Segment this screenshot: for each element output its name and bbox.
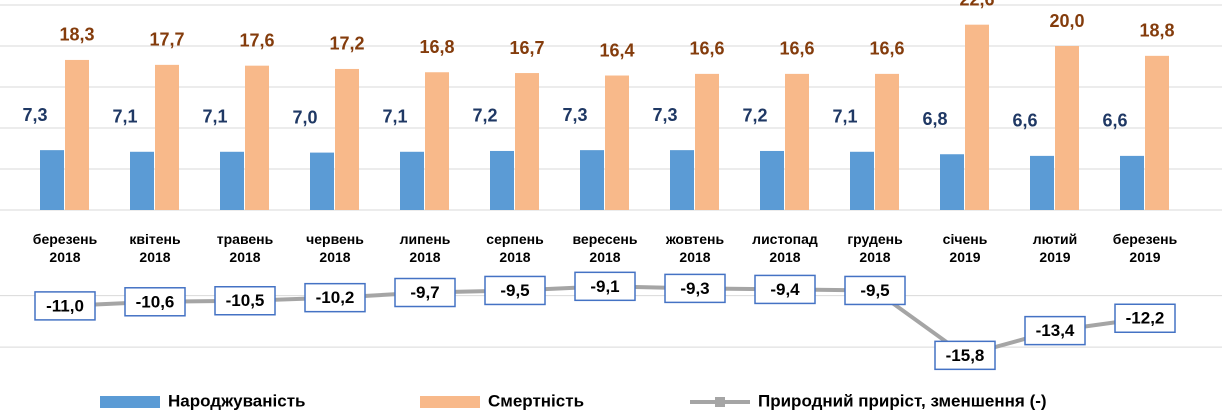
bar <box>605 75 629 211</box>
data-label: 7,1 <box>832 107 857 127</box>
data-label: 18,3 <box>59 25 94 45</box>
x-tick-label: жовтень 2018 <box>665 231 725 265</box>
legend-swatch <box>100 396 160 408</box>
data-label: 16,7 <box>509 38 544 58</box>
data-label: 16,4 <box>599 40 634 60</box>
bar <box>670 150 694 210</box>
bar <box>310 152 334 210</box>
data-label-box <box>1024 315 1086 346</box>
bar <box>785 73 809 210</box>
data-label-box <box>1114 303 1176 334</box>
data-label: 16,6 <box>779 39 814 59</box>
data-label: 7,1 <box>382 107 407 127</box>
data-label: 16,8 <box>419 37 454 57</box>
bar <box>1030 155 1054 210</box>
data-label: 7,2 <box>472 106 497 126</box>
bar <box>155 64 179 210</box>
bar <box>335 68 359 211</box>
data-label: -9,5 <box>860 281 889 300</box>
x-tick-label: червень 2018 <box>306 231 364 265</box>
bar <box>695 73 719 210</box>
x-tick-label: листопад 2018 <box>752 231 818 265</box>
data-label: 7,0 <box>292 107 317 127</box>
data-label: 18,8 <box>1139 21 1174 41</box>
data-label: -9,1 <box>590 277 619 296</box>
bar <box>65 59 89 210</box>
legend-swatch <box>420 396 480 408</box>
bar <box>1145 55 1169 211</box>
legend-label: Народжуваність <box>168 391 305 410</box>
data-label: -15,8 <box>946 346 985 365</box>
x-tick-label: лютий 2019 <box>1033 231 1078 265</box>
data-label: 17,2 <box>329 34 364 54</box>
x-tick-label: березень 2019 <box>1113 231 1178 265</box>
bar <box>400 151 424 210</box>
data-label: -11,0 <box>46 296 84 315</box>
bar <box>580 150 604 210</box>
data-label: -9,5 <box>500 281 529 300</box>
x-tick-label: квітень 2018 <box>129 231 181 265</box>
data-label: 17,7 <box>149 30 184 50</box>
data-label-box <box>124 287 186 317</box>
data-label: 20,0 <box>1049 11 1084 31</box>
data-label-box <box>34 291 96 321</box>
data-label-box <box>574 271 636 302</box>
data-label-box <box>394 277 456 308</box>
data-label: 22,6 <box>959 0 994 9</box>
data-label: 6,6 <box>1012 111 1037 131</box>
data-label-box <box>214 286 276 316</box>
legend-label: Смертність <box>488 391 584 410</box>
bar <box>425 72 449 211</box>
data-label: 7,2 <box>742 106 767 126</box>
x-tick-label: березень 2018 <box>33 231 98 265</box>
data-label: -10,5 <box>226 291 265 310</box>
data-label: 7,1 <box>112 107 137 127</box>
data-label: 7,3 <box>652 105 677 125</box>
data-label: 16,6 <box>689 39 724 59</box>
bar <box>1120 155 1144 210</box>
data-label: 16,6 <box>869 39 904 59</box>
bar <box>130 151 154 210</box>
data-label: 7,3 <box>22 105 47 125</box>
data-label: 6,6 <box>1102 111 1127 131</box>
data-label: 7,1 <box>202 107 227 127</box>
data-label-box <box>844 275 906 306</box>
bar <box>220 151 244 210</box>
data-label: 6,8 <box>922 109 947 129</box>
bar <box>1055 46 1079 210</box>
data-label-box <box>664 273 726 304</box>
bar <box>40 150 64 210</box>
x-tick-label: грудень 2018 <box>847 231 903 265</box>
bar <box>760 150 784 210</box>
data-label-box <box>484 275 546 306</box>
bar <box>245 65 269 211</box>
bar <box>515 73 539 210</box>
data-label-box <box>934 340 996 371</box>
data-label: -9,7 <box>410 283 439 302</box>
data-label: -9,3 <box>680 279 709 298</box>
x-tick-label: травень 2018 <box>217 231 274 265</box>
bar <box>965 24 989 211</box>
x-tick-label: січень 2019 <box>943 231 988 265</box>
x-tick-label: серпень 2018 <box>486 231 544 265</box>
data-label: 17,6 <box>239 30 274 50</box>
data-label-box <box>754 274 816 305</box>
legend-swatch <box>715 397 725 407</box>
bar <box>850 151 874 210</box>
x-tick-label: вересень 2018 <box>573 231 638 265</box>
data-label: -10,2 <box>316 288 355 307</box>
x-tick-label: липень 2018 <box>400 231 451 265</box>
bar <box>940 154 964 210</box>
bar <box>490 150 514 210</box>
data-label: -13,4 <box>1036 321 1075 340</box>
data-label: 7,3 <box>562 105 587 125</box>
bar <box>875 73 899 210</box>
legend-label: Природний приріст, зменшення (-) <box>758 391 1047 410</box>
data-label: -12,2 <box>1126 309 1165 328</box>
data-label-box <box>304 282 366 313</box>
data-label: -10,6 <box>136 292 175 311</box>
data-label: -9,4 <box>770 280 800 299</box>
